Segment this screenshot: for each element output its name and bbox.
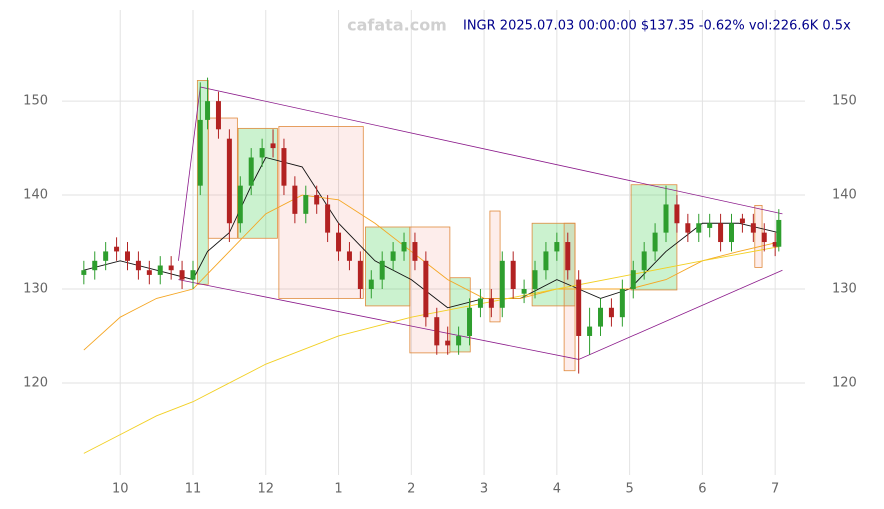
zone [207, 117, 238, 239]
zone [365, 226, 411, 307]
candle-body [336, 232, 342, 252]
candle-body [456, 335, 462, 346]
moving-average [83, 194, 779, 351]
moving-average [83, 246, 779, 454]
candle-body [303, 195, 309, 214]
moving-average [83, 156, 779, 309]
candle-body [281, 148, 287, 186]
candle-body [521, 289, 527, 294]
candle-body [663, 204, 669, 233]
y-tick-label-right: 120 [832, 375, 857, 390]
y-tick-label: 140 [23, 188, 48, 203]
x-tick-label: 11 [185, 482, 202, 497]
x-tick-label: 10 [112, 482, 129, 497]
candle-body [434, 317, 440, 346]
zone [563, 222, 576, 372]
candle-body [477, 298, 483, 308]
candle-body [674, 204, 680, 224]
candle-body [379, 260, 385, 280]
y-tick-label-right: 140 [832, 188, 857, 203]
candle-body [357, 260, 363, 289]
candle-body [259, 148, 265, 158]
y-tick-label-right: 150 [832, 94, 857, 109]
x-tick-label: 7 [771, 482, 779, 497]
candle-body [92, 260, 98, 271]
candle-body [412, 242, 418, 261]
candle-body [292, 185, 298, 214]
zone [278, 126, 364, 299]
candle-body [135, 260, 141, 271]
y-tick-label: 130 [23, 282, 48, 297]
candle-body [248, 157, 254, 186]
candle-body [146, 270, 152, 275]
chart-title: INGR 2025.07.03 00:00:00 $137.35 -0.62% … [463, 19, 851, 34]
x-tick-label: 4 [553, 482, 561, 497]
candle-body [197, 119, 203, 186]
candle-body [729, 223, 735, 243]
candle-body [707, 223, 713, 228]
candle-body [772, 242, 778, 247]
candle-body [368, 279, 374, 289]
candle-body [652, 232, 658, 252]
zone [754, 204, 763, 268]
candle-body [215, 101, 221, 130]
candle-body [543, 251, 549, 271]
candle-body [114, 246, 120, 252]
candle-body [314, 195, 320, 205]
candle-body [390, 251, 396, 261]
candle-body [565, 242, 571, 271]
candle-body [168, 265, 174, 271]
candle-body [401, 242, 407, 252]
candle-body [532, 270, 538, 289]
candle-body [124, 251, 130, 261]
candle-body [488, 298, 494, 308]
candle-body [467, 307, 473, 336]
candle-body [761, 232, 767, 243]
candle-body [696, 223, 702, 233]
candle-body [718, 223, 724, 243]
x-tick-label: 3 [480, 482, 488, 497]
x-tick-label: 1 [334, 482, 342, 497]
candle-body [190, 270, 196, 280]
candle-body [510, 260, 516, 289]
x-tick-label: 6 [698, 482, 706, 497]
candle-body [776, 219, 782, 247]
candle-body [346, 251, 352, 261]
x-tick-label: 2 [407, 482, 415, 497]
y-tick-label: 150 [23, 94, 48, 109]
candle-body [750, 223, 756, 233]
candle-body [598, 307, 604, 327]
candle-body [685, 223, 691, 233]
candle-body [619, 289, 625, 318]
candle-body [205, 101, 211, 120]
candles [81, 77, 782, 374]
candle-body [237, 185, 243, 224]
candle-body [103, 251, 109, 261]
candle-body [641, 251, 647, 271]
x-tick-label: 12 [257, 482, 274, 497]
candle-body [325, 204, 331, 233]
candle-body [423, 260, 429, 318]
candle-body [179, 270, 185, 280]
candle-body [499, 260, 505, 308]
candle-body [608, 307, 614, 318]
candle-body [576, 279, 582, 336]
y-tick-label-right: 130 [832, 282, 857, 297]
x-tick-label: 5 [625, 482, 633, 497]
candle-body [445, 340, 451, 346]
candle-body [270, 143, 276, 149]
candle-body [587, 326, 593, 336]
candle-body [81, 270, 87, 275]
watermark: cafata.com [347, 16, 447, 35]
candle-body [739, 218, 745, 224]
candle-body [226, 138, 232, 224]
y-tick-label: 120 [23, 375, 48, 390]
candle-body [157, 265, 163, 275]
candle-body [630, 270, 636, 289]
candle-body [554, 242, 560, 252]
